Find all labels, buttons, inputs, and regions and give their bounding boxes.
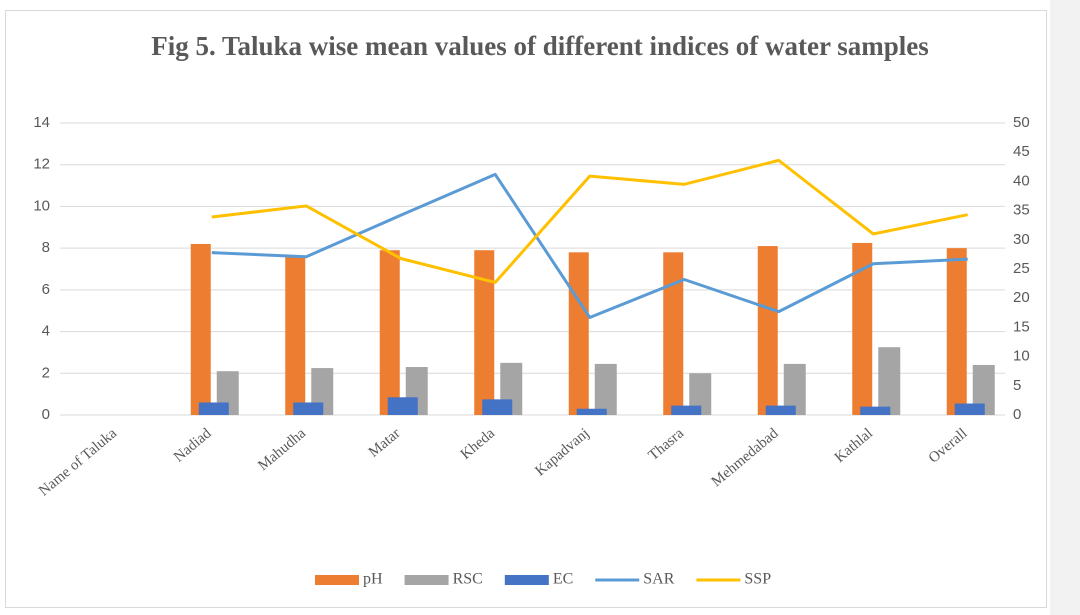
bar	[878, 347, 901, 415]
y2-tick-label: 40	[1013, 172, 1030, 189]
bar	[860, 406, 891, 415]
x-tick-label: Mehmedabad	[709, 425, 782, 490]
x-tick-label: Kheda	[458, 425, 499, 463]
bar	[379, 250, 400, 415]
x-tick-label: Kapadvanj	[532, 425, 592, 479]
bar	[689, 373, 712, 415]
y2-tick-label: 15	[1013, 318, 1030, 335]
bar	[482, 399, 513, 415]
x-tick-label: Kathlal	[832, 425, 876, 466]
y-tick-label: 6	[42, 281, 50, 298]
legend-label: SAR	[643, 571, 674, 588]
legend-label: SSP	[744, 571, 771, 588]
y-tick-label: 10	[33, 197, 50, 214]
x-tick-label: Nadiad	[171, 425, 215, 465]
y2-tick-label: 20	[1013, 289, 1030, 306]
y-tick-label: 0	[42, 406, 50, 423]
x-tick-label: Thasra	[645, 425, 687, 464]
bar	[757, 246, 778, 415]
y2-tick-label: 45	[1013, 143, 1030, 160]
line-series	[211, 158, 969, 284]
bar	[765, 405, 796, 415]
bar	[568, 252, 589, 415]
y-tick-label: 12	[33, 156, 50, 173]
y2-tick-label: 5	[1013, 377, 1021, 394]
chart-title: Fig 5. Taluka wise mean values of differ…	[151, 31, 929, 61]
bar	[852, 242, 873, 415]
side-strip	[1050, 0, 1080, 615]
bar	[387, 397, 418, 415]
bar	[671, 405, 702, 415]
line-series	[211, 172, 968, 319]
x-tick-label: Overall	[926, 425, 971, 466]
bar	[972, 364, 995, 415]
y2-tick-label: 0	[1013, 406, 1021, 423]
legend-label: pH	[363, 571, 383, 588]
x-tick-label: Mahudha	[255, 425, 309, 474]
chart-frame	[5, 10, 1047, 608]
legend-label: EC	[553, 571, 573, 588]
y2-tick-label: 35	[1013, 202, 1030, 219]
y2-tick-label: 50	[1013, 114, 1030, 131]
bar	[783, 363, 806, 415]
y2-tick-label: 10	[1013, 348, 1030, 365]
legend-swatch	[315, 575, 359, 585]
y-tick-label: 14	[33, 114, 50, 131]
y-tick-label: 4	[42, 323, 50, 340]
bar	[954, 403, 985, 415]
bar	[946, 248, 967, 415]
y-tick-label: 8	[42, 239, 50, 256]
bar	[663, 252, 684, 415]
bar	[594, 363, 617, 415]
bar	[190, 243, 211, 415]
bar	[285, 256, 306, 415]
legend-swatch	[504, 575, 549, 585]
y2-tick-label: 25	[1013, 260, 1030, 277]
legend-label: RSC	[453, 571, 483, 588]
bar	[576, 408, 607, 415]
x-tick-label: Matar	[366, 425, 404, 460]
y2-tick-label: 30	[1013, 231, 1030, 248]
x-tick-label: Name of Taluka	[36, 425, 120, 499]
legend-swatch	[404, 575, 449, 585]
y-tick-label: 2	[42, 364, 50, 381]
bar	[474, 250, 495, 415]
bar	[198, 402, 229, 415]
bar	[293, 402, 324, 415]
